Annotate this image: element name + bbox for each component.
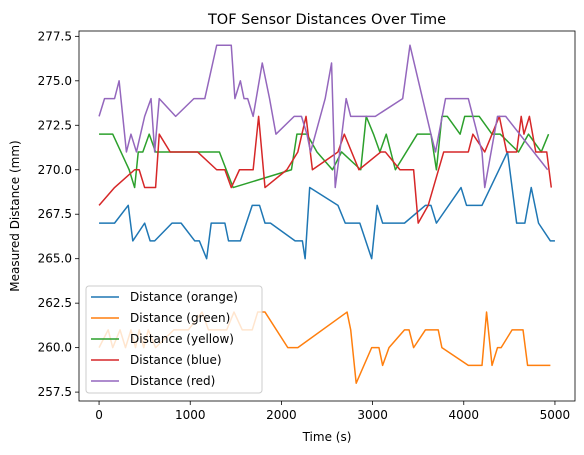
series-line-1 (99, 152, 555, 259)
x-tick-label: 4000 (448, 408, 479, 422)
x-tick-label: 2000 (266, 408, 297, 422)
chart-title: TOF Sensor Distances Over Time (207, 12, 446, 28)
y-tick-label: 272.5 (38, 118, 72, 132)
y-tick-label: 265.0 (38, 252, 72, 266)
x-tick-label: 5000 (540, 408, 571, 422)
x-axis-label: Time (s) (302, 430, 352, 444)
series-line-3 (99, 116, 549, 187)
legend-label: Distance (red) (130, 374, 215, 388)
y-tick-label: 257.5 (38, 385, 72, 399)
y-tick-label: 270.0 (38, 163, 72, 177)
legend: Distance (orange) Distance (green) Distanc… (86, 286, 262, 393)
legend-label: Distance (orange) (130, 290, 238, 304)
x-tick-label: 0 (95, 408, 103, 422)
y-axis: 257.5 260.0 262.5 265.0 267.5 270.0 272.5 275.0… (38, 29, 79, 399)
legend-label: Distance (blue) (130, 353, 222, 367)
legend-label: Distance (green) (130, 311, 230, 325)
y-tick-label: 262.5 (38, 296, 72, 310)
legend-label: Distance (yellow) (130, 332, 234, 346)
y-tick-label: 277.5 (38, 29, 72, 43)
y-tick-label: 260.0 (38, 341, 72, 355)
y-axis-label: Measured Distance (mm) (8, 140, 22, 291)
x-tick-label: 3000 (357, 408, 388, 422)
x-tick-label: 1000 (175, 408, 206, 422)
y-tick-label: 275.0 (38, 74, 72, 88)
y-tick-label: 267.5 (38, 207, 72, 221)
series-line-5 (99, 45, 548, 187)
x-axis: 0 1000 2000 3000 4000 5000 (95, 401, 570, 422)
